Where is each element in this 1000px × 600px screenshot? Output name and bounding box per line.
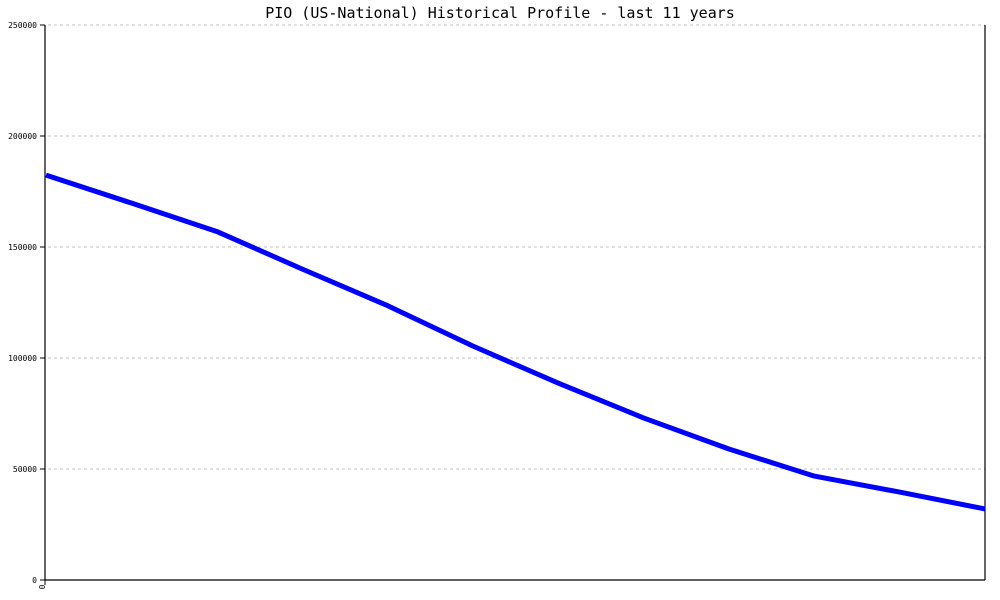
y-tick-label: 250000 xyxy=(8,21,37,30)
y-tick-label: 100000 xyxy=(8,354,37,363)
y-tick-label: 50000 xyxy=(13,465,37,474)
x-tick-label: 0 xyxy=(38,584,47,589)
series-line xyxy=(45,172,986,512)
y-tick-label: 0 xyxy=(32,576,37,585)
y-tick-label: 150000 xyxy=(8,243,37,252)
chart-title: PIO (US-National) Historical Profile - l… xyxy=(265,4,735,22)
y-tick-label: 200000 xyxy=(8,132,37,141)
